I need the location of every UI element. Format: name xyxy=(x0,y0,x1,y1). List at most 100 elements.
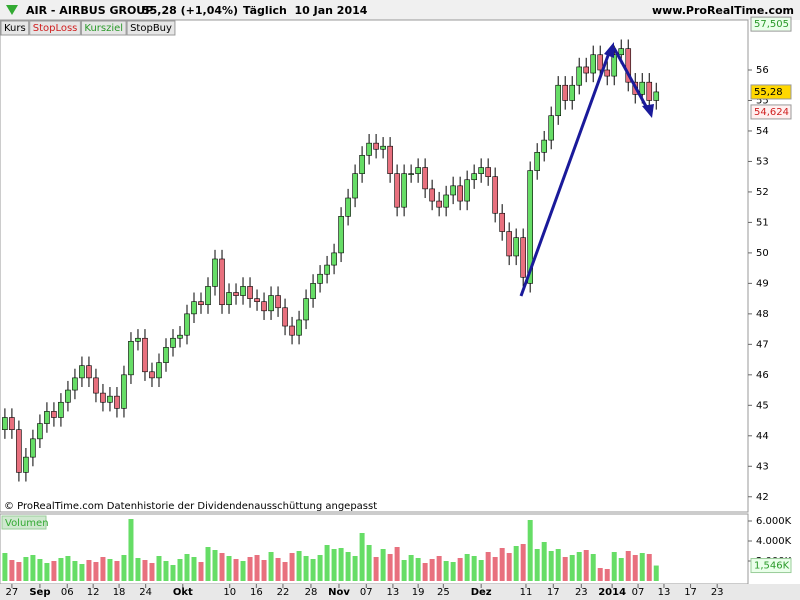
candle-body xyxy=(534,151,540,171)
volume-bar xyxy=(51,561,57,581)
candle-body xyxy=(205,286,211,306)
volume-bar xyxy=(590,554,596,581)
candle-body xyxy=(604,69,611,77)
volume-bar xyxy=(247,557,253,581)
tab[interactable] xyxy=(126,20,176,36)
y-tick-label: 52 xyxy=(756,187,769,198)
volume-bar xyxy=(618,558,624,581)
candle-body xyxy=(436,200,442,208)
candle-body xyxy=(541,139,547,153)
trend-arrow xyxy=(612,47,650,111)
y-tick-label: 44 xyxy=(756,431,769,442)
x-tick-label: 2014 xyxy=(598,587,626,598)
candle-body xyxy=(149,371,155,379)
volume-bar xyxy=(212,550,218,581)
volume-bar xyxy=(492,557,498,581)
candle-body xyxy=(282,307,288,327)
volume-bar xyxy=(429,559,435,581)
candle-body xyxy=(639,81,646,95)
x-tick-label: 17 xyxy=(547,587,560,598)
candle-body xyxy=(177,334,183,339)
candle-body xyxy=(464,179,470,202)
x-tick-label: 25 xyxy=(437,587,450,598)
volume-bar xyxy=(415,558,421,581)
volume-bar xyxy=(254,555,260,581)
volume-bar xyxy=(352,556,358,581)
volume-bar xyxy=(121,555,127,581)
candle-body xyxy=(219,258,225,306)
candle-body xyxy=(198,301,204,306)
x-tick-label: 10 xyxy=(223,587,236,598)
volume-bar xyxy=(86,560,92,581)
candle-body xyxy=(611,54,618,77)
candle-body xyxy=(2,417,8,430)
volume-bar xyxy=(394,547,400,581)
volume-bar xyxy=(205,547,211,581)
y-tick-label: 54 xyxy=(756,126,769,137)
volume-bar xyxy=(100,557,106,581)
volume-bar xyxy=(555,549,561,581)
candle-body xyxy=(562,84,569,101)
candle-body xyxy=(646,81,653,101)
tab[interactable] xyxy=(80,20,127,36)
period: Täglich 10 Jan 2014 xyxy=(243,4,368,17)
volume-bar xyxy=(499,548,505,581)
candle-body xyxy=(191,301,197,315)
candle-body xyxy=(100,392,106,403)
volume-bar xyxy=(72,561,78,581)
candle-body xyxy=(359,155,365,174)
candle-body xyxy=(16,429,22,473)
volume-bar xyxy=(289,553,295,581)
candle-body xyxy=(555,84,561,117)
candle-body xyxy=(247,286,253,299)
volume-bar xyxy=(422,563,428,581)
tab[interactable] xyxy=(29,20,81,36)
volume-bar xyxy=(401,560,407,581)
candle-body xyxy=(324,264,330,275)
candle-body xyxy=(254,298,260,302)
v-tick-label: 4.000K xyxy=(756,536,792,547)
x-tick-label: 24 xyxy=(139,587,152,598)
volume-bar xyxy=(296,551,302,581)
x-tick-label: Nov xyxy=(328,587,350,598)
volume-bar xyxy=(576,552,582,581)
candle-body xyxy=(93,377,99,394)
tab-label: Kurs xyxy=(4,23,26,34)
candle-body xyxy=(527,170,533,284)
candle-body xyxy=(30,438,36,458)
tab[interactable] xyxy=(0,20,30,36)
volume-bar xyxy=(646,554,652,581)
volume-bar xyxy=(65,556,71,581)
y-tick-label: 45 xyxy=(756,400,769,411)
candle-body xyxy=(58,401,64,418)
volume-bar xyxy=(37,559,43,581)
volume-bar xyxy=(625,551,631,581)
volume-bar xyxy=(149,563,155,581)
volume-bar xyxy=(464,554,470,581)
y-tick-label: 53 xyxy=(756,156,769,167)
candle-body xyxy=(625,48,632,83)
volume-bar xyxy=(317,555,323,581)
volume-bar xyxy=(639,553,645,581)
candle-body xyxy=(352,173,358,199)
candle-body xyxy=(653,91,660,101)
arrow-head xyxy=(604,42,614,58)
arrow-head xyxy=(642,104,654,118)
volume-bar xyxy=(331,549,337,581)
candle-body xyxy=(345,197,351,217)
candle-body xyxy=(289,325,295,336)
volume-bar xyxy=(58,558,64,581)
candle-body xyxy=(457,185,463,202)
volume-bar xyxy=(373,557,379,581)
candle-body xyxy=(422,167,428,190)
volume-bar xyxy=(261,560,267,581)
x-tick-label: 18 xyxy=(113,587,126,598)
volume-bar xyxy=(527,520,533,581)
price-box xyxy=(750,104,792,120)
candle-body xyxy=(450,185,456,196)
price-label: 57,505 xyxy=(754,19,789,30)
candle-body xyxy=(597,54,604,71)
logo xyxy=(6,5,18,15)
candle-body xyxy=(268,295,274,312)
